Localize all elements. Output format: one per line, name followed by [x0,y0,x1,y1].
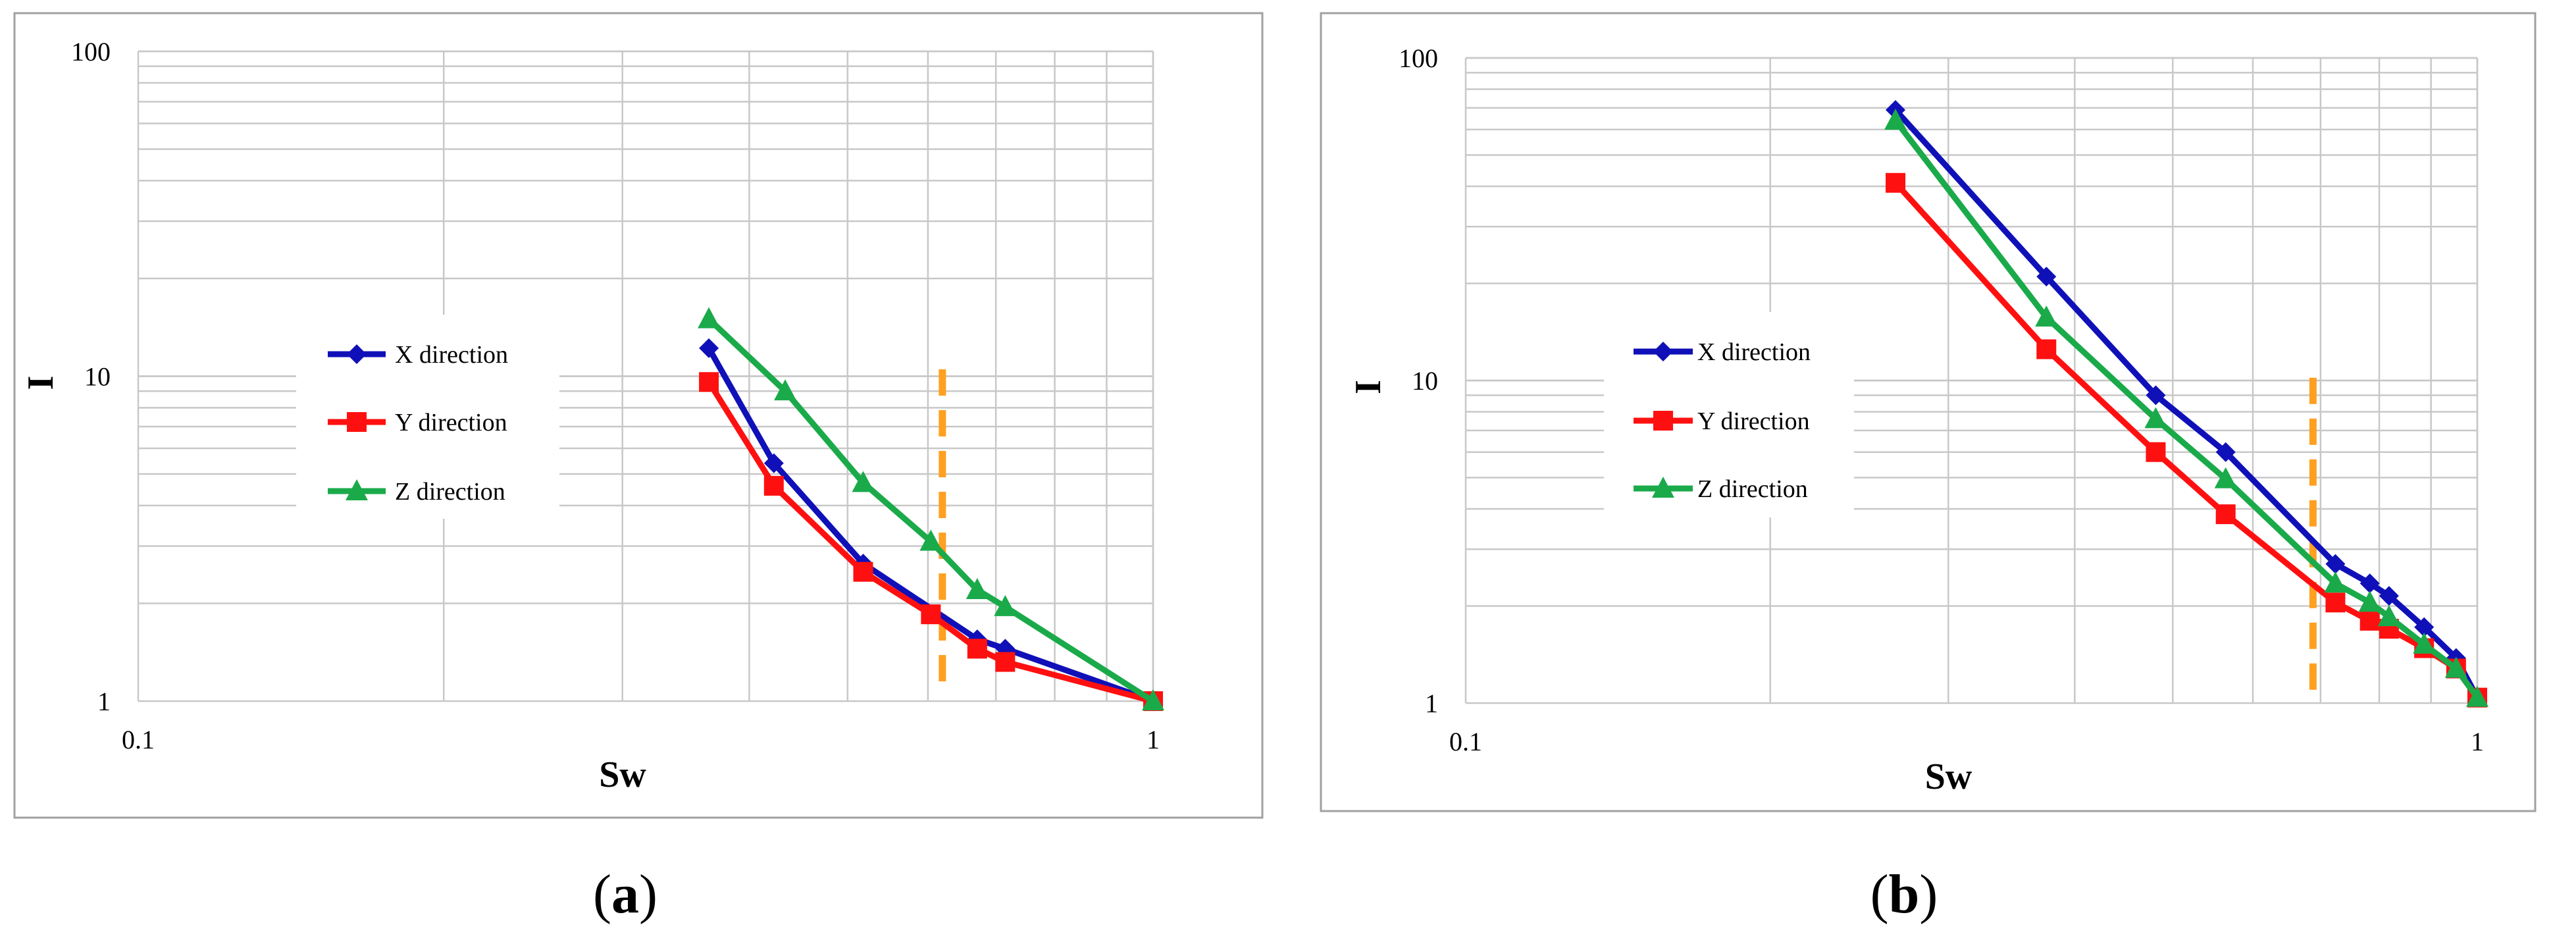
legend-swatch-marker [346,479,368,500]
legend-entry: Y direction [1634,408,1810,435]
chart-a-svg: 1 10 100 0.1 1 Sw I X direction Y direction Z dir… [13,12,1264,819]
data-point [852,471,875,492]
data-point [699,372,719,392]
data-point [921,604,941,625]
x-tick-label: 1 [2471,727,2484,756]
data-point [995,652,1016,672]
data-point [2214,467,2237,488]
y-tick-label: 1 [97,687,111,716]
legend-swatch-marker [347,344,367,364]
data-point [2215,504,2236,525]
legend-label: Z direction [1697,475,1808,503]
data-point [2444,656,2467,678]
series-z-direction [698,307,1164,710]
data-point [2215,442,2236,462]
legend-label: X direction [1697,338,1811,366]
legend-swatch-marker [347,412,367,432]
data-point [2414,617,2434,637]
legend-entry: X direction [328,341,508,369]
data-point [2325,592,2346,613]
data-point [2325,554,2346,574]
series-line [1893,118,2480,700]
data-point [2359,573,2380,594]
data-point [1142,689,1164,710]
series-z-direction [1884,108,2488,707]
series-line [1893,107,2480,699]
data-point [2146,385,2166,406]
data-point [2035,305,2058,327]
legend-label: Y direction [395,409,507,436]
data-point [966,578,989,600]
legend-entry: Y direction [328,409,507,436]
x-tick-label: 0.1 [122,725,155,754]
legend-swatch-marker [1653,411,1673,431]
data-point [1886,172,1906,193]
x-axis-label: Sw [1925,756,1972,797]
chart-b-svg: 1 10 100 0.1 1 Sw I X direction Y direction Z dir… [1320,12,2537,812]
legend-entry: Z direction [328,478,505,506]
data-point [994,594,1017,616]
legend-label: Y direction [1697,408,1810,435]
chart-panel-a: 1 10 100 0.1 1 Sw I X direction Y direction Z dir… [13,12,1264,925]
data-point [2413,632,2436,654]
gridlines [137,50,1154,702]
x-tick-label: 0.1 [1449,727,1482,756]
data-point [2358,591,2381,612]
gridlines [1464,57,2479,704]
x-axis-label: Sw [599,754,646,795]
data-point [699,338,719,358]
panel-label-a: (a) [593,864,657,925]
data-point [2146,442,2166,462]
data-point [2036,339,2057,359]
data-point [2379,586,2399,606]
chart-panel-b: 1 10 100 0.1 1 Sw I X direction Y direction Z dir… [1288,0,2576,948]
y-tick-label: 100 [71,37,111,66]
legend-entry: X direction [1634,338,1811,366]
data-point [853,562,873,582]
y-axis-label: I [1348,380,1389,394]
data-point [763,453,784,473]
legend-box [1604,312,1854,517]
data-point [763,475,784,496]
legend-swatch-marker [1653,342,1673,361]
chart-frame [13,12,1264,819]
y-tick-label: 100 [1399,43,1438,73]
data-point [967,639,987,659]
y-tick-label: 1 [1425,689,1438,718]
panel-label-b: (b) [1870,864,1938,925]
y-tick-label: 10 [84,362,111,392]
data-point [2359,610,2380,631]
data-point [2377,605,2400,627]
legend-entry: Z direction [1634,475,1808,503]
x-tick-label: 1 [1146,725,1160,754]
legend-box [296,315,559,519]
data-point [2324,571,2347,593]
data-point [698,307,721,329]
series-line [706,346,1154,704]
legend-label: Z direction [395,478,505,506]
data-point [2036,267,2057,287]
data-point [2466,685,2488,707]
data-point [774,379,797,401]
legend-label: X direction [395,341,508,369]
data-point [1884,108,1907,130]
y-axis-label: I [20,376,61,390]
y-tick-label: 10 [1412,366,1438,396]
data-point [2144,407,2167,429]
legend-swatch-marker [1652,477,1674,498]
data-point [919,529,942,551]
